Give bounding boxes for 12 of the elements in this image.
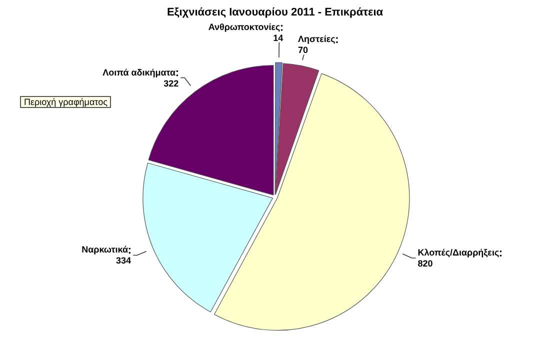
data-label: 70 [298,45,308,56]
data-label: 322 [164,78,179,88]
chart-title: Εξιχνιάσεις Ιανουαρίου 2011 - Επικράτεια [166,6,384,19]
slice-label: Ληστείες [298,34,336,44]
slice-label: Ανθρωποκτονίες [208,22,280,32]
data-label: 820 [418,258,433,268]
text: Περιοχή γραφήματος [20,96,112,108]
data-label: 334 [116,256,132,266]
slice-label: Ναρκωτικά [82,244,129,255]
slice-label: Λοιπά αδικήματα [102,67,176,78]
data-label: 14 [273,32,284,43]
slice-label: Κλοπές/Διαρρήξεις [418,247,500,258]
